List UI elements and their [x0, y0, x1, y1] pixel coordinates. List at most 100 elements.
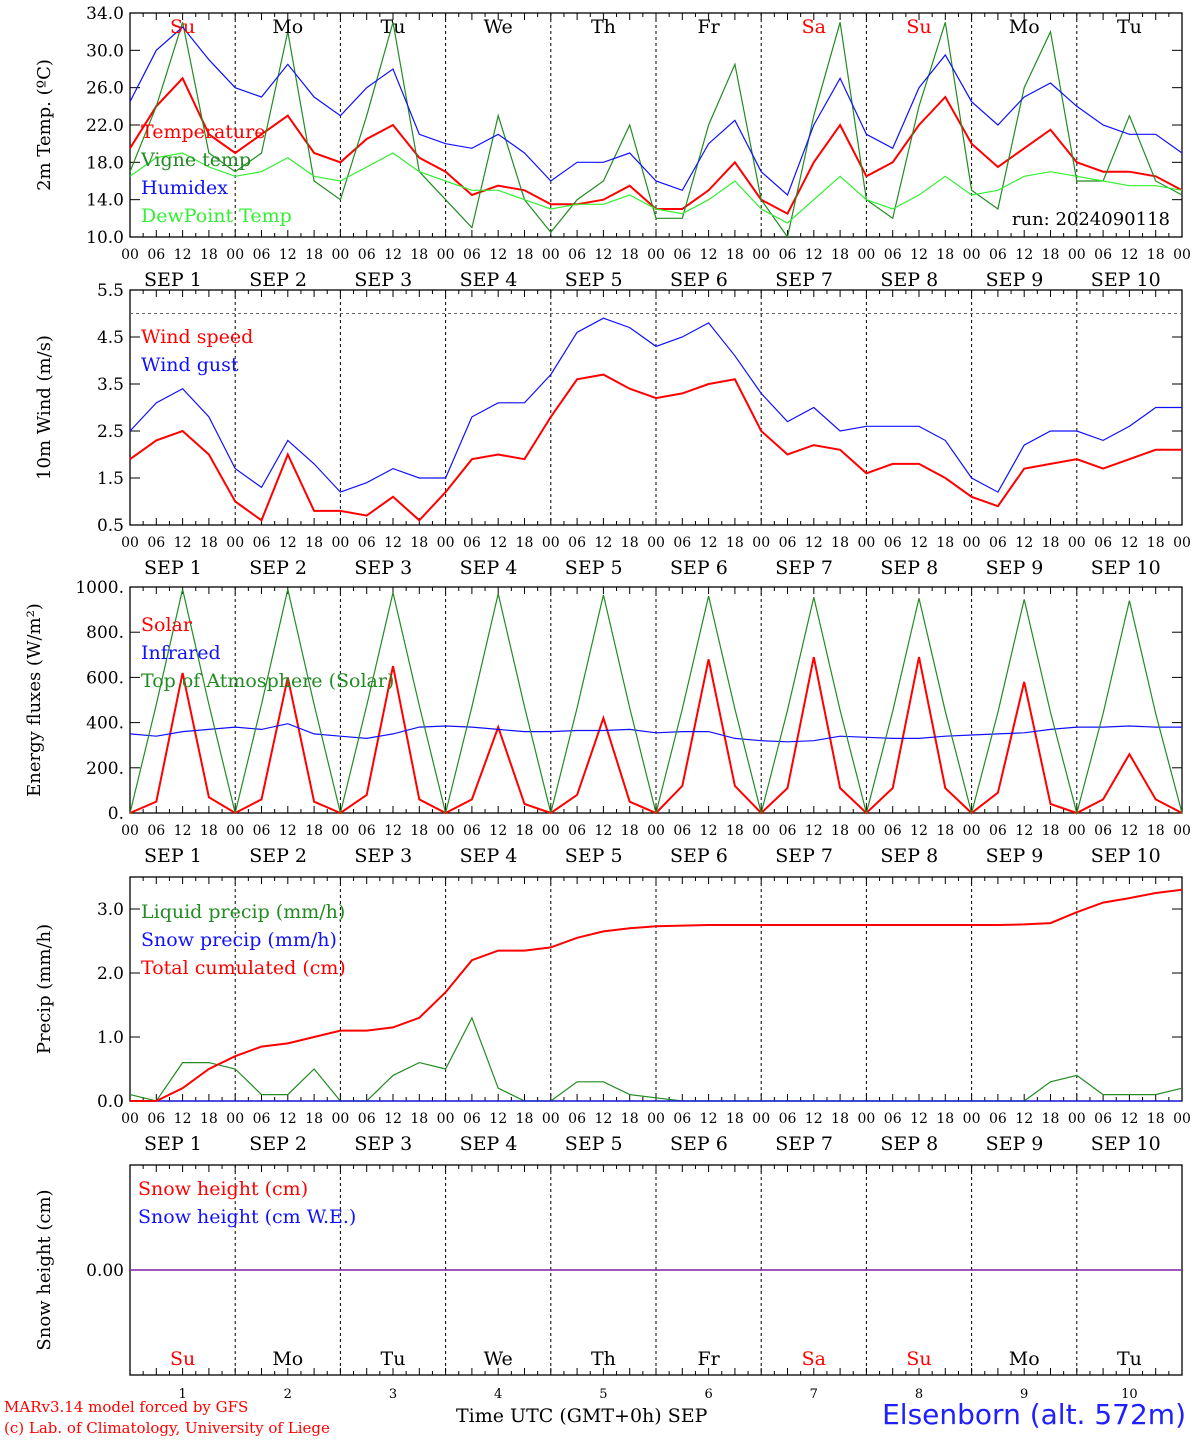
series-line-infrared [129, 723, 1182, 743]
x-date-label: SEP 10 [1091, 1133, 1161, 1155]
panel-3: 0. 200. 400. 600. 800. 1000. Energy fluxes (W/… [24, 578, 1191, 867]
lab-credit: (c) Lab. of Climatology, University of L… [4, 1419, 330, 1437]
weekday-label: Su [170, 16, 195, 38]
x-date-label: SEP 4 [460, 557, 518, 579]
x-date-label: SEP 10 [1091, 845, 1161, 867]
legend-entry: Liquid precip (mm/h) [141, 901, 345, 923]
x-hour-tick: 12 [1120, 247, 1138, 263]
y-tick-label: 30.0 [86, 41, 124, 61]
x-hour-tick: 18 [1042, 535, 1060, 551]
weekday-label: Tu [1117, 16, 1142, 38]
x-hour-tick: 00 [752, 823, 770, 839]
x-hour-tick: 06 [779, 535, 797, 551]
x-date-label: SEP 9 [986, 1133, 1044, 1155]
x-hour-tick: 12 [700, 823, 718, 839]
x-hour-tick: 00 [963, 1111, 981, 1127]
x-hour-tick: 18 [305, 823, 323, 839]
y-tick-label: 200. [86, 759, 124, 779]
x-date-label: SEP 3 [354, 557, 412, 579]
x-hour-tick: 12 [489, 823, 507, 839]
panel-1: 10.0 14.0 18.0 22.0 26.0 30.0 34.0 2m Temp. (ºC… [34, 4, 1191, 291]
x-hour-tick: 18 [726, 1111, 744, 1127]
x-hour-tick: 00 [331, 535, 349, 551]
x-hour-tick: 18 [621, 1111, 639, 1127]
x-date-label: SEP 6 [670, 845, 728, 867]
model-credit: MARv3.14 model forced by GFS [4, 1398, 249, 1416]
y-tick-label: 2.0 [97, 964, 124, 984]
x-hour-tick: 12 [594, 1111, 612, 1127]
x-hour-tick: 06 [884, 247, 902, 263]
day-number: 10 [1121, 1387, 1138, 1402]
x-hour-tick: 06 [358, 1111, 376, 1127]
x-hour-tick: 00 [226, 535, 244, 551]
x-hour-tick: 18 [516, 823, 534, 839]
station-name: Elsenborn (alt. 572m) [882, 1398, 1186, 1431]
x-hour-tick: 00 [437, 247, 455, 263]
x-hour-tick: 06 [147, 535, 165, 551]
x-hour-tick: 12 [700, 535, 718, 551]
x-hour-tick: 00 [963, 823, 981, 839]
x-hour-tick: 18 [200, 247, 218, 263]
x-hour-tick: 12 [1120, 535, 1138, 551]
x-hour-tick: 12 [489, 247, 507, 263]
x-hour-tick: 12 [910, 823, 928, 839]
x-hour-tick: 18 [516, 1111, 534, 1127]
x-hour-tick: 12 [489, 1111, 507, 1127]
x-date-label: SEP 9 [986, 845, 1044, 867]
x-hour-tick: 00 [437, 535, 455, 551]
x-hour-tick: 06 [147, 1111, 165, 1127]
x-date-label: SEP 7 [775, 269, 833, 291]
x-hour-tick: 06 [673, 247, 691, 263]
x-date-label: SEP 8 [880, 557, 938, 579]
weekday-label: Su [170, 1348, 195, 1370]
x-hour-tick: 06 [884, 1111, 902, 1127]
y-tick-label: 2.5 [97, 422, 124, 442]
weekday-label: Mo [272, 1348, 303, 1370]
x-hour-tick: 06 [989, 535, 1007, 551]
y-tick-label: 3.5 [97, 375, 124, 395]
x-hour-tick: 06 [463, 823, 481, 839]
x-hour-tick: 00 [226, 1111, 244, 1127]
x-hour-tick: 00 [963, 535, 981, 551]
x-date-label: SEP 6 [670, 557, 728, 579]
x-hour-tick: 00 [752, 1111, 770, 1127]
y-tick-label: 1.0 [97, 1028, 124, 1048]
x-hour-tick: 00 [1068, 823, 1086, 839]
x-hour-tick: 18 [1147, 535, 1165, 551]
x-hour-tick: 18 [831, 1111, 849, 1127]
x-hour-tick: 12 [910, 1111, 928, 1127]
x-hour-tick: 12 [1015, 823, 1033, 839]
x-date-label: SEP 7 [775, 557, 833, 579]
x-hour-tick: 00 [752, 535, 770, 551]
x-hour-tick: 00 [121, 535, 139, 551]
x-hour-tick: 18 [200, 823, 218, 839]
x-hour-tick: 00 [1173, 823, 1191, 839]
x-hour-tick: 00 [647, 535, 665, 551]
x-hour-tick: 00 [437, 823, 455, 839]
x-date-label: SEP 1 [144, 269, 202, 291]
x-date-label: SEP 5 [565, 557, 623, 579]
x-hour-tick: 18 [200, 1111, 218, 1127]
x-hour-tick: 18 [410, 247, 428, 263]
y-tick-label: 1000. [75, 578, 124, 598]
x-hour-tick: 18 [831, 247, 849, 263]
x-hour-tick: 06 [673, 1111, 691, 1127]
x-date-label: SEP 10 [1091, 557, 1161, 579]
x-hour-tick: 00 [647, 823, 665, 839]
x-hour-tick: 06 [1094, 823, 1112, 839]
y-axis-label: Energy fluxes (W/m²) [24, 603, 45, 797]
series-line-wind-gust [129, 317, 1182, 493]
legend-entry: Solar [141, 614, 193, 636]
x-date-label: SEP 3 [354, 269, 412, 291]
y-tick-label: 4.5 [97, 328, 124, 348]
day-number: 7 [810, 1387, 818, 1402]
x-date-label: SEP 1 [144, 557, 202, 579]
x-hour-tick: 18 [1147, 247, 1165, 263]
x-hour-tick: 06 [568, 1111, 586, 1127]
x-hour-tick: 12 [700, 247, 718, 263]
weekday-label: We [484, 16, 513, 38]
x-hour-tick: 06 [358, 823, 376, 839]
x-date-label: SEP 3 [354, 845, 412, 867]
x-hour-tick: 12 [384, 247, 402, 263]
x-date-label: SEP 5 [565, 1133, 623, 1155]
